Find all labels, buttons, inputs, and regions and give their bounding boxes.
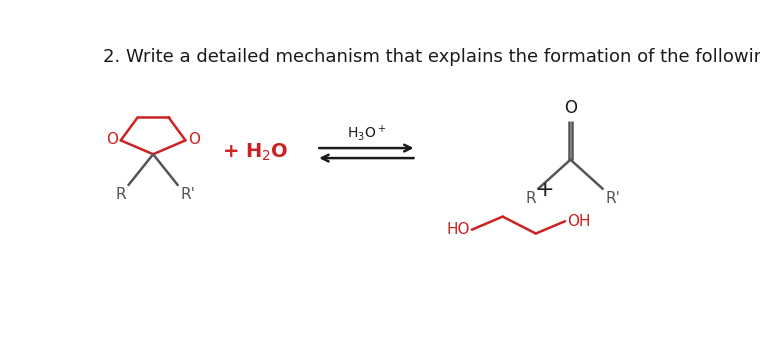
Text: +: +: [536, 181, 554, 200]
Text: OH: OH: [568, 214, 591, 229]
Text: HO: HO: [446, 222, 470, 237]
Text: R': R': [605, 191, 620, 206]
Text: O: O: [106, 132, 119, 147]
Text: R': R': [180, 187, 195, 201]
Text: + H$_2$O: + H$_2$O: [223, 142, 289, 163]
Text: H$_3$O$^+$: H$_3$O$^+$: [347, 124, 386, 143]
Text: O: O: [564, 98, 577, 117]
Text: R: R: [116, 187, 126, 201]
Text: 2. Write a detailed mechanism that explains the formation of the following produ: 2. Write a detailed mechanism that expla…: [103, 48, 760, 66]
Text: O: O: [188, 132, 200, 147]
Text: R: R: [525, 191, 536, 206]
